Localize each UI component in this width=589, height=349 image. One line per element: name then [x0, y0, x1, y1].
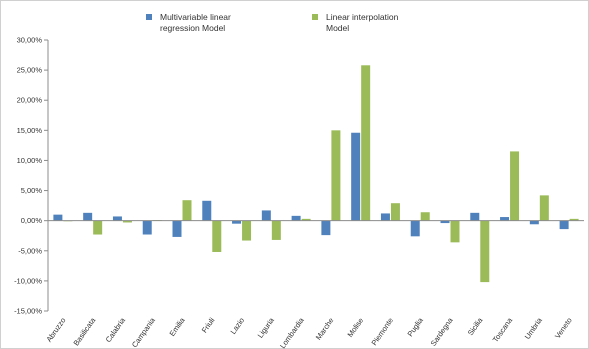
bar-interpolation-lombardia — [301, 218, 311, 221]
bar-interpolation-molise — [361, 65, 371, 221]
y-tick-label: 30,00% — [17, 36, 43, 45]
legend-label-multivariable: Multivariable linear regression Model — [160, 12, 233, 33]
bar-multivariable-sicilia — [470, 212, 480, 221]
bar-multivariable-liguria — [261, 210, 271, 221]
bar-multivariable-sardegna — [440, 220, 450, 224]
y-tick-label: 5,00% — [21, 186, 43, 195]
bar-interpolation-umbria — [539, 195, 549, 221]
bar-multivariable-puglia — [410, 220, 420, 237]
y-tick-label: -5,00% — [18, 246, 42, 255]
legend-swatch-interpolation — [312, 14, 318, 20]
y-tick-label: 20,00% — [17, 96, 43, 105]
bar-interpolation-liguria — [271, 220, 281, 240]
bar-interpolation-calabria — [122, 220, 132, 223]
bar-interpolation-sicilia — [480, 220, 490, 283]
bar-interpolation-lazio — [242, 220, 252, 241]
bar-multivariable-lombardia — [291, 215, 301, 221]
bar-multivariable-campania — [142, 220, 152, 235]
bar-interpolation-marche — [331, 130, 341, 221]
y-tick-label: -15,00% — [14, 307, 42, 316]
bar-interpolation-veneto — [569, 218, 579, 221]
bar-multivariable-lazio — [232, 220, 242, 224]
bar-multivariable-emilia — [172, 220, 182, 237]
bar-multivariable-piemonte — [380, 213, 390, 221]
y-tick-label: 0,00% — [21, 216, 43, 225]
bar-multivariable-friuli — [202, 200, 212, 221]
legend-swatch-multivariable — [146, 14, 152, 20]
bars — [53, 65, 579, 283]
bar-multivariable-marche — [321, 220, 331, 236]
bar-interpolation-piemonte — [390, 203, 400, 221]
y-tick-label: 25,00% — [17, 66, 43, 75]
y-tick-label: 10,00% — [17, 156, 43, 165]
bar-multivariable-molise — [351, 132, 361, 221]
y-axis: 30,00% 25,00% 20,00% 15,00% 10,00% 5,00% 0,00%… — [14, 36, 49, 316]
y-tick-label: -10,00% — [14, 276, 42, 285]
bar-interpolation-toscana — [510, 151, 520, 221]
bar-multivariable-calabria — [112, 216, 122, 221]
bar-multivariable-abruzzo — [53, 214, 63, 221]
bar-interpolation-sardegna — [450, 220, 460, 243]
bar-interpolation-puglia — [420, 212, 430, 221]
bar-multivariable-toscana — [500, 217, 510, 221]
legend-label-interpolation: Linear interpolation Model — [326, 12, 401, 33]
bar-multivariable-umbria — [529, 220, 539, 225]
bar-interpolation-emilia — [182, 200, 192, 221]
bar-multivariable-veneto — [559, 220, 569, 230]
bar-multivariable-basilicata — [83, 212, 93, 221]
legend: Multivariable linear regression Model Li… — [146, 12, 401, 33]
y-tick-label: 15,00% — [17, 126, 43, 135]
bar-interpolation-basilicata — [93, 220, 103, 235]
bar-interpolation-friuli — [212, 220, 222, 252]
